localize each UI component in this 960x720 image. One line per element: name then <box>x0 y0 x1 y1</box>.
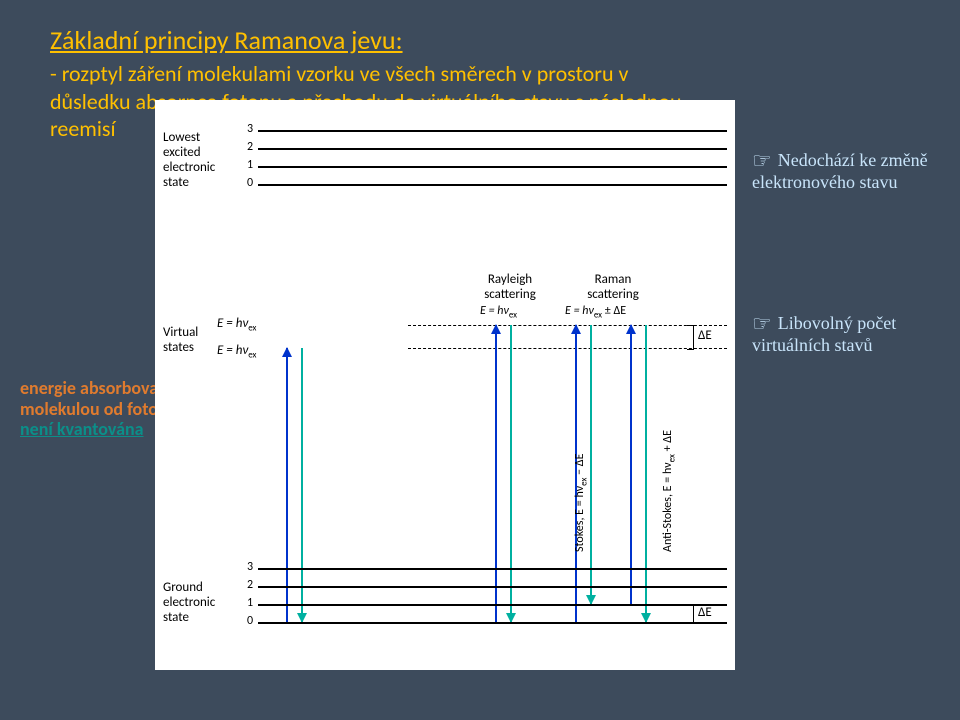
annotation-top-text: Nedochází ke změně elektronového stavu <box>752 150 928 192</box>
ground-num-3: 3 <box>247 560 253 574</box>
arrow-rayleigh-up <box>495 325 497 622</box>
slide-title: Základní principy Ramanova jevu: <box>50 24 700 56</box>
stokes-label: Stokes, E = hνex − ΔE <box>573 454 589 552</box>
arrow-rayleigh-down <box>510 325 512 622</box>
hand-icon: ☞ <box>752 313 772 335</box>
annotation-mid-text: Libovolný počet virtuálních stavů <box>752 313 896 355</box>
excited-level-2 <box>258 148 727 150</box>
deltaE-top-brace <box>687 325 694 350</box>
energy-l3: není kvantována <box>20 419 177 440</box>
deltaE-top-label: ΔE <box>698 328 712 343</box>
ground-label: Ground electronic state <box>163 580 243 625</box>
annotation-mid: ☞Libovolný počet virtuálních stavů <box>752 313 942 357</box>
excited-level-0 <box>258 184 727 186</box>
arrow-left-down <box>301 348 303 622</box>
rayleigh-title: Rayleigh scattering <box>475 272 545 302</box>
energy-l2: molekulou od fotonu <box>20 399 177 420</box>
hand-icon: ☞ <box>752 150 772 172</box>
virtual-dash-1 <box>408 325 727 326</box>
ground-level-2 <box>258 586 727 588</box>
arrow-stokes-down <box>590 325 592 604</box>
rayleigh-E: E = hνex <box>480 304 517 320</box>
ground-num-0: 0 <box>247 614 253 628</box>
energy-diagram: Lowest excited electronic state 3 2 1 0 … <box>155 100 735 670</box>
energy-l1: energie absorbovaná <box>20 378 177 399</box>
excited-num-1: 1 <box>247 158 253 172</box>
raman-title: Raman scattering <box>578 272 648 302</box>
excited-num-2: 2 <box>247 140 253 154</box>
ground-num-2: 2 <box>247 578 253 592</box>
arrow-antistokes-up <box>630 325 632 604</box>
arrow-left-up <box>286 348 288 622</box>
excited-label: Lowest excited electronic state <box>163 130 243 190</box>
deltaE-bottom-brace <box>687 604 694 624</box>
virtual-label: Virtual states <box>163 325 198 355</box>
virtual-E2: E = hνex <box>217 343 256 361</box>
slide: Základní principy Ramanova jevu: - rozpt… <box>0 0 960 720</box>
deltaE-bottom-label: ΔE <box>698 605 712 620</box>
excited-num-3: 3 <box>247 122 253 136</box>
arrow-antistokes-down <box>645 325 647 622</box>
virtual-E1: E = hνex <box>217 316 256 334</box>
ground-level-3 <box>258 568 727 570</box>
ground-num-1: 1 <box>247 596 253 610</box>
virtual-dash-2 <box>408 348 727 349</box>
excited-level-3 <box>258 130 727 132</box>
excited-num-0: 0 <box>247 176 253 190</box>
excited-level-1 <box>258 166 727 168</box>
ground-level-0 <box>258 622 727 624</box>
raman-E: E = hνex ± ΔE <box>565 304 626 320</box>
annotation-top: ☞Nedochází ke změně elektronového stavu <box>752 150 942 194</box>
antistokes-label: Anti-Stokes, E = hνex + ΔE <box>661 430 677 552</box>
energy-absorbed-label: energie absorbovaná molekulou od fotonu … <box>20 378 177 440</box>
ground-level-1 <box>258 604 727 606</box>
